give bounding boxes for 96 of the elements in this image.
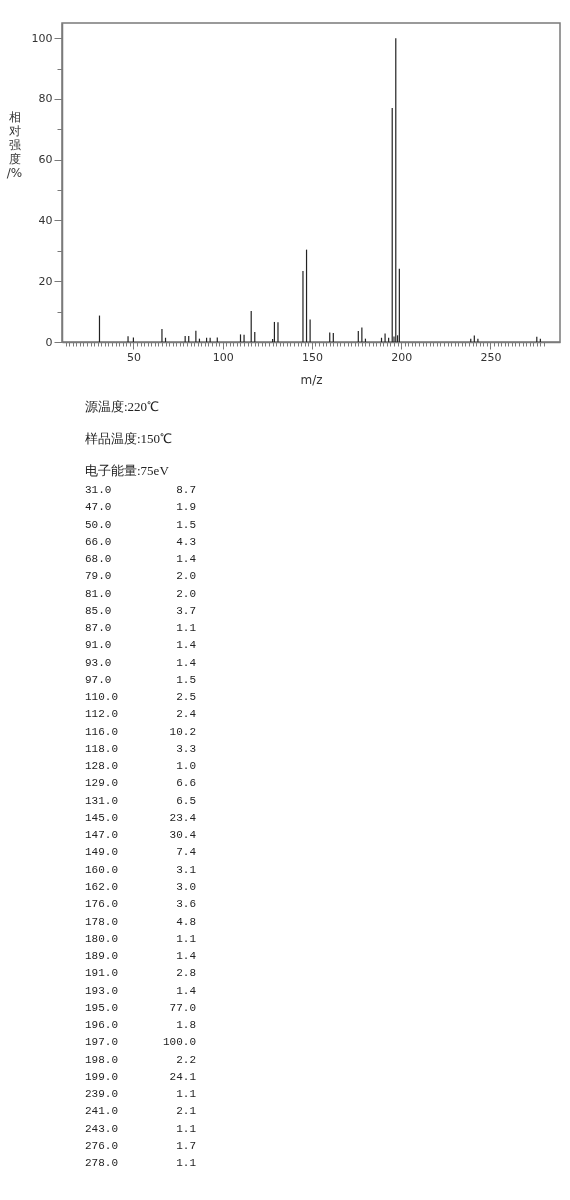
text: 23.4 [169,811,197,824]
text: 2.0 [176,587,196,600]
x-tick-label: 100 [212,350,234,364]
text: 79.0 [85,570,112,583]
text: 源温度:220℃ [85,399,160,414]
text: 1.1 [176,1157,197,1170]
text: 1.4 [176,553,197,566]
text: 2.4 [176,708,197,721]
text: 278.0 [85,1157,119,1170]
text: 276.0 [85,1139,119,1152]
text: 162.0 [85,880,119,893]
text: 178.0 [85,915,119,928]
text: 87.0 [85,622,112,635]
x-tick-label: 150 [301,350,323,364]
text: 47.0 [85,501,112,514]
text: 93.0 [85,656,112,669]
text: 110.0 [85,691,119,704]
text: 198.0 [85,1053,119,1066]
text: 68.0 [85,553,112,566]
text: 1.9 [176,501,196,514]
text: 239.0 [85,1088,119,1101]
text: 4.8 [176,915,196,928]
text: 97.0 [85,673,112,686]
text: 180.0 [85,932,119,945]
text: 6.5 [176,794,196,807]
text: 2.5 [176,691,196,704]
text: 31.0 [85,484,112,496]
text: 1.4 [176,950,197,963]
text: 3.6 [176,898,196,911]
text: 1.8 [176,1019,196,1032]
text: 100.0 [162,1036,196,1049]
text: 147.0 [85,829,119,842]
text: 195.0 [85,1001,119,1014]
text: 3.7 [176,604,196,617]
text: 1.5 [176,673,196,686]
text: 160.0 [85,863,119,876]
text: 81.0 [85,587,112,600]
y-axis-title: 相对强度/% [6,109,23,180]
text: 样品温度:150℃ [85,431,173,446]
text: 199.0 [85,1070,119,1083]
y-tick-label: 100 [31,31,53,45]
text: 8.7 [176,484,196,496]
text: 66.0 [85,535,112,548]
text: 7.4 [176,846,197,859]
text: 3.1 [176,863,197,876]
text: 77.0 [169,1001,196,1014]
text: 2.2 [176,1053,196,1066]
text: 128.0 [85,760,119,773]
text: 85.0 [85,604,112,617]
text: 6.6 [176,777,196,790]
text: 116.0 [85,725,119,738]
text: 112.0 [85,708,119,721]
text: 1.1 [176,932,197,945]
text: 193.0 [85,984,119,997]
text: 2.0 [176,570,196,583]
text: 131.0 [85,794,119,807]
text: 1.1 [176,1122,197,1135]
text: 1.7 [176,1139,196,1152]
text: 30.4 [169,829,197,842]
text: 149.0 [85,846,119,859]
x-tick-label: 50 [126,350,141,364]
text: 1.0 [176,760,196,773]
text: 1.5 [176,518,196,531]
y-tick-label: 60 [38,153,53,167]
y-tick-label: 40 [38,213,53,227]
text: 电子能量:75eV [85,463,170,478]
text: 129.0 [85,777,119,790]
text: 2.1 [176,1105,197,1118]
text: 1.4 [176,656,197,669]
text: 176.0 [85,898,119,911]
text: 50.0 [85,518,112,531]
x-axis-title: m/z [300,372,323,387]
x-tick-label: 200 [391,350,413,364]
text: 2.8 [176,967,196,980]
text: 189.0 [85,950,119,963]
text: 3.0 [176,880,196,893]
text: 10.2 [169,725,196,738]
text: 145.0 [85,811,119,824]
text: 118.0 [85,742,119,755]
y-tick-label: 0 [45,335,53,349]
text: 4.3 [176,535,196,548]
x-tick-label: 250 [480,350,502,364]
text: 197.0 [85,1036,119,1049]
text: 191.0 [85,967,119,980]
text: 241.0 [85,1105,119,1118]
text: 91.0 [85,639,112,652]
text: 24.1 [169,1070,197,1083]
y-tick-label: 80 [38,92,53,106]
text: 1.4 [176,984,197,997]
y-tick-label: 20 [38,274,53,288]
text: 3.3 [176,742,196,755]
text: 196.0 [85,1019,119,1032]
text: 243.0 [85,1122,119,1135]
text: 1.4 [176,639,197,652]
text: 1.1 [176,1088,197,1101]
text: 1.1 [176,622,197,635]
